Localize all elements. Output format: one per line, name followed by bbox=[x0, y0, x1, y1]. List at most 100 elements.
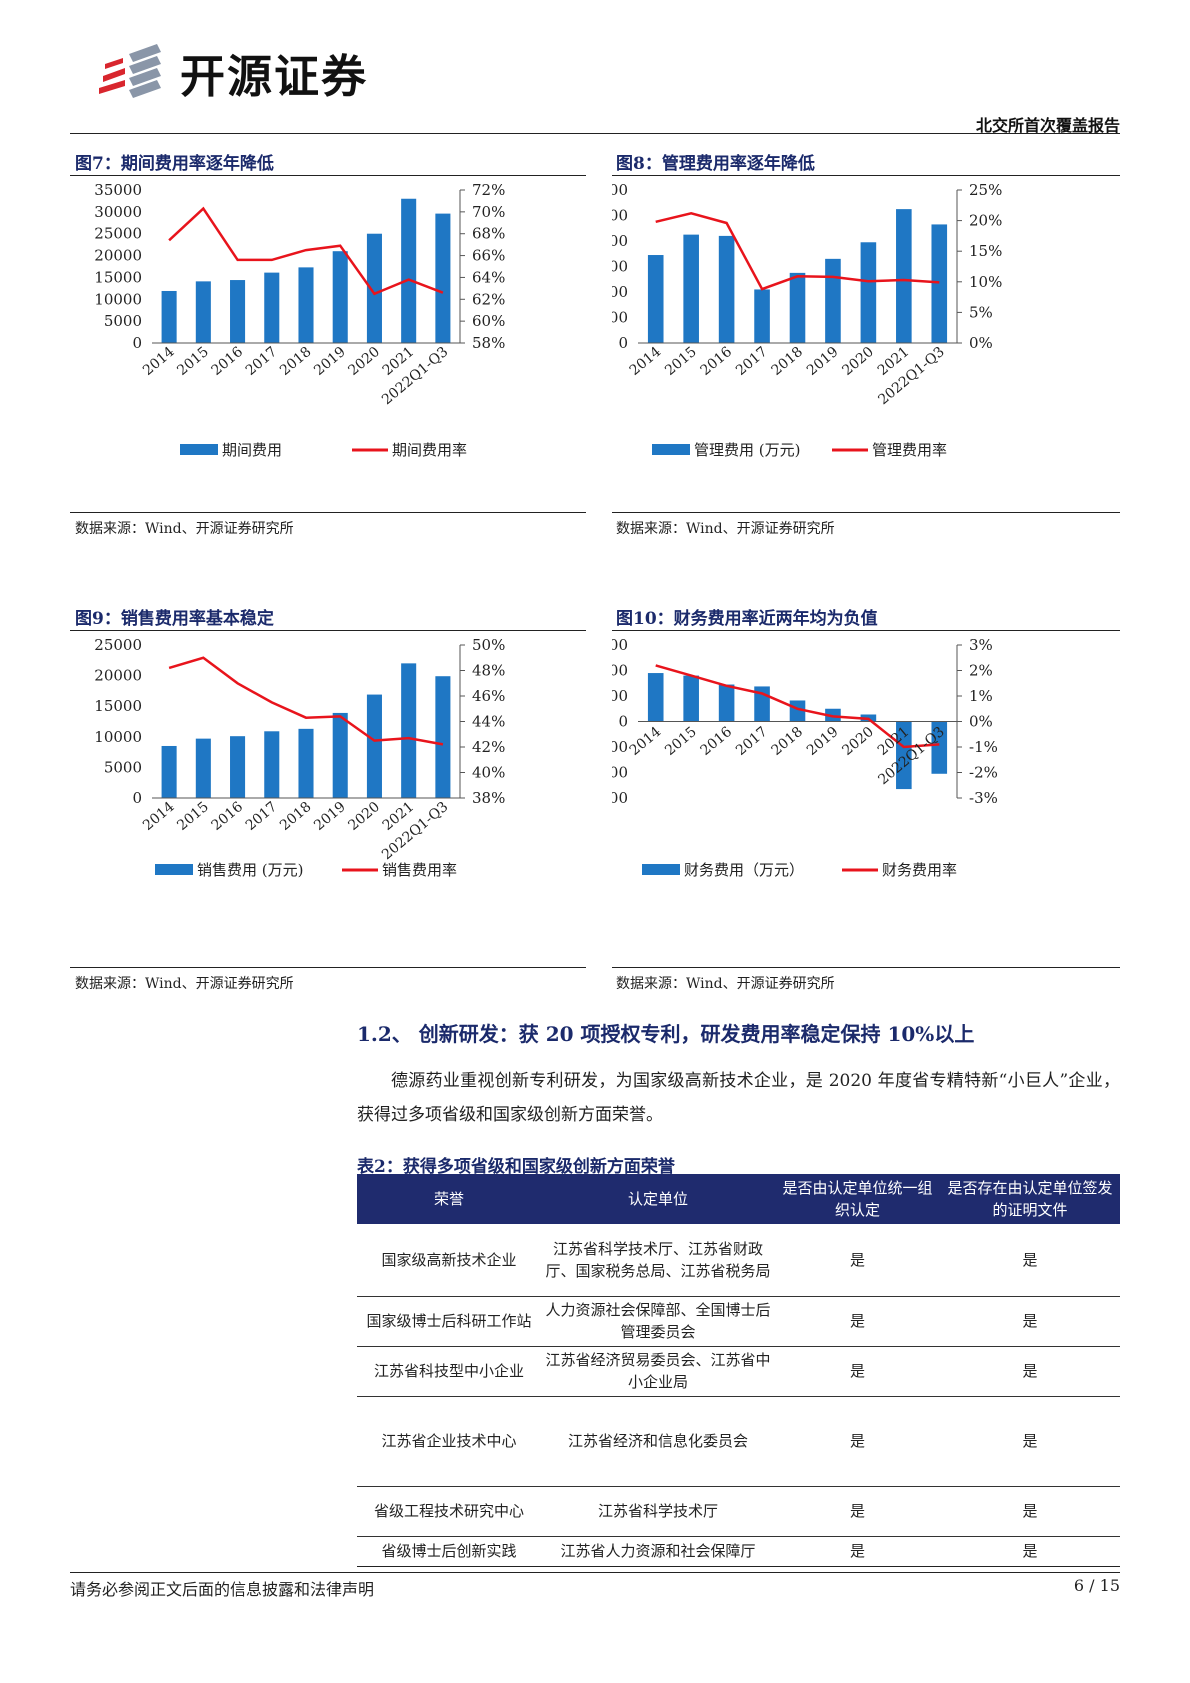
y-left-tick-label: 3000 bbox=[612, 258, 628, 276]
x-tick-label: 2016 bbox=[209, 799, 247, 834]
report-type: 北交所首次覆盖报告 bbox=[975, 116, 1120, 135]
legend-label: 管理费用 (万元) bbox=[694, 441, 800, 459]
legend-label: 管理费用率 bbox=[872, 441, 947, 459]
bar bbox=[647, 673, 664, 722]
y-left-tick-label: 2000 bbox=[612, 283, 628, 301]
header-rule bbox=[70, 133, 1120, 134]
y-right-tick-label: 64% bbox=[472, 268, 505, 286]
y-right-tick-label: 66% bbox=[472, 247, 505, 265]
y-left-tick-label: 5000 bbox=[104, 312, 142, 330]
source-rule bbox=[70, 967, 586, 968]
y-left-tick-label: 400 bbox=[612, 662, 628, 680]
bar bbox=[366, 233, 382, 343]
footer-disclaimer: 请务必参阅正文后面的信息披露和法律声明 bbox=[70, 1580, 375, 1599]
y-left-tick-label: 30000 bbox=[94, 203, 142, 221]
y-left-tick-label: 0 bbox=[618, 713, 628, 731]
legend-swatch-bar bbox=[155, 864, 193, 875]
y-right-tick-label: 68% bbox=[472, 225, 505, 243]
x-tick-label: 2017 bbox=[243, 799, 281, 834]
legend-swatch-bar bbox=[642, 864, 680, 875]
y-left-tick-label: 25000 bbox=[94, 636, 142, 654]
x-tick-label: 2019 bbox=[804, 724, 842, 759]
figure-source: 数据来源：Wind、开源证券研究所 bbox=[616, 521, 835, 537]
table-cell: 是 bbox=[940, 1346, 1120, 1397]
chart-sales-expense: 0 5000 10000 15000 20000 25000 38% 40% 42% 44% 46%… bbox=[94, 636, 505, 879]
table-header: 荣誉 bbox=[357, 1174, 541, 1224]
y-left-tick-label: 0 bbox=[132, 334, 142, 352]
y-left-tick-label: 0 bbox=[132, 789, 142, 807]
legend-swatch-bar bbox=[652, 444, 690, 455]
bar bbox=[789, 272, 806, 343]
y-left-tick-label: 200 bbox=[612, 687, 628, 705]
company-logo bbox=[99, 44, 161, 98]
x-tick-label: 2017 bbox=[733, 344, 771, 379]
bar bbox=[718, 684, 735, 722]
table-row: 省级工程技术研究中心 江苏省科学技术厅 是 是 bbox=[357, 1486, 1120, 1537]
figure-rule bbox=[612, 175, 1120, 176]
table-cell: 是 bbox=[775, 1296, 940, 1347]
x-tick-label: 2019 bbox=[804, 344, 842, 379]
figure-title: 图10：财务费用率近两年均为负值 bbox=[616, 609, 878, 629]
table-cell: 是 bbox=[775, 1396, 940, 1487]
y-right-tick-label: 10% bbox=[969, 273, 1002, 291]
figure-rule bbox=[70, 175, 586, 176]
honors-table: 荣誉 认定单位 是否由认定单位统一组织认定 是否存在由认定单位签发的证明文件 国… bbox=[357, 1174, 1120, 1567]
page-number: 6 / 15 bbox=[1073, 1576, 1120, 1595]
figure-rule bbox=[612, 630, 1120, 631]
table-cell: 江苏省科技型中小企业 bbox=[357, 1346, 541, 1397]
bar bbox=[435, 213, 451, 343]
bar bbox=[825, 708, 841, 722]
rate-line bbox=[655, 664, 940, 749]
table-cell: 省级工程技术研究中心 bbox=[357, 1486, 541, 1537]
bar bbox=[931, 721, 948, 774]
table-cell: 江苏省人力资源和社会保障厅 bbox=[541, 1536, 775, 1567]
bar bbox=[683, 234, 699, 343]
bar bbox=[161, 290, 177, 343]
table-cell: 人力资源社会保障部、全国博士后管理委员会 bbox=[541, 1296, 775, 1347]
figure-source: 数据来源：Wind、开源证券研究所 bbox=[75, 976, 294, 992]
y-right-tick-label: 62% bbox=[472, 290, 505, 308]
y-right-tick-label: 15% bbox=[969, 242, 1002, 260]
table-cell: 是 bbox=[775, 1536, 940, 1567]
table-cell: 是 bbox=[775, 1346, 940, 1397]
y-left-tick-label: 4000 bbox=[612, 232, 628, 250]
section-heading: 1.2、 创新研发：获 20 项授权专利，研发费用率稳定保持 10%以上 bbox=[357, 1022, 975, 1046]
bar bbox=[896, 721, 912, 790]
x-tick-label: 2015 bbox=[174, 344, 212, 379]
y-right-tick-label: 60% bbox=[472, 312, 505, 330]
y-right-tick-label: -1% bbox=[969, 738, 998, 756]
brand-name: 开源证券 bbox=[180, 50, 369, 103]
y-right-tick-label: 5% bbox=[969, 303, 993, 321]
table-header: 是否存在由认定单位签发的证明文件 bbox=[940, 1174, 1120, 1224]
x-tick-label: 2014 bbox=[627, 724, 665, 759]
bar bbox=[230, 736, 246, 798]
bar bbox=[860, 242, 877, 343]
figure-title: 图7：期间费用率逐年降低 bbox=[75, 154, 274, 174]
y-left-tick-label: 600 bbox=[612, 636, 628, 654]
y-right-tick-label: 20% bbox=[969, 212, 1002, 230]
y-right-tick-label: 2% bbox=[969, 662, 993, 680]
bar bbox=[332, 712, 348, 798]
table-cell: 江苏省企业技术中心 bbox=[357, 1396, 541, 1487]
table-cell: 省级博士后创新实践 bbox=[357, 1536, 541, 1567]
x-tick-label: 2015 bbox=[174, 799, 212, 834]
table-cell: 江苏省经济贸易委员会、江苏省中小企业局 bbox=[541, 1346, 775, 1397]
y-right-tick-label: -3% bbox=[969, 789, 998, 807]
x-tick-label: 2020 bbox=[839, 724, 877, 759]
y-right-tick-label: 42% bbox=[472, 738, 505, 756]
legend-label: 期间费用 bbox=[222, 441, 282, 459]
legend-label: 销售费用 (万元) bbox=[197, 861, 303, 879]
legend-swatch-bar bbox=[180, 444, 218, 455]
y-left-tick-label: 10000 bbox=[94, 728, 142, 746]
table-cell: 国家级博士后科研工作站 bbox=[357, 1296, 541, 1347]
y-right-tick-label: 40% bbox=[472, 764, 505, 782]
table-header: 认定单位 bbox=[541, 1174, 775, 1224]
x-tick-label: 2019 bbox=[311, 799, 349, 834]
x-tick-label: 2017 bbox=[243, 344, 281, 379]
y-right-tick-label: 0% bbox=[969, 713, 993, 731]
table-cell: 是 bbox=[940, 1396, 1120, 1487]
legend-label: 期间费用率 bbox=[392, 441, 467, 459]
x-tick-label: 2018 bbox=[768, 344, 806, 379]
x-tick-label: 2016 bbox=[698, 344, 736, 379]
figure-title: 图9：销售费用率基本稳定 bbox=[75, 609, 274, 629]
